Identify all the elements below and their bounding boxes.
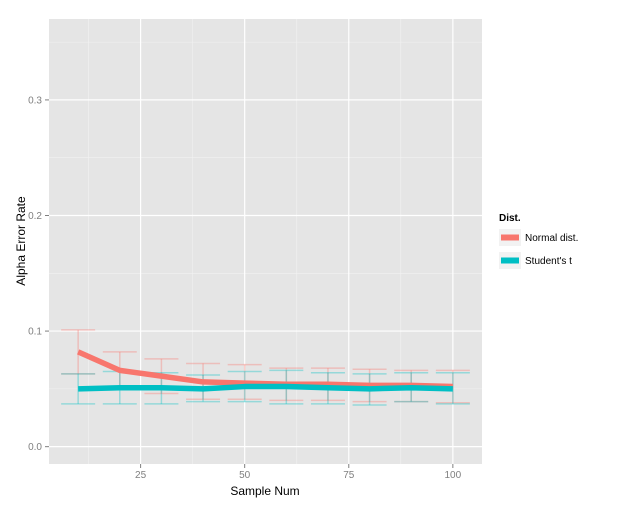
series-lines [77,349,453,392]
x-tick-label: 75 [343,470,355,481]
legend-label-student-t: Student's t [525,256,572,267]
x-tick-label: 25 [135,470,147,481]
legend: Dist. Normal dist. Student's t [499,213,578,269]
minor-gridlines [49,19,482,464]
y-tick-label: 0.2 [28,211,42,222]
legend-title: Dist. [499,213,521,224]
y-axis-title: Alpha Error Rate [14,196,28,286]
x-tick-label: 50 [239,470,251,481]
legend-label-normal-dist: Normal dist. [525,233,578,244]
series-line-normal-dist [77,349,453,390]
plot-panel [49,19,482,464]
y-tick-label: 0.1 [28,327,42,338]
x-axis-title: Sample Num [230,484,299,498]
series-line-student-t [78,383,453,392]
y-tick-label: 0.0 [28,442,42,453]
x-tick-label: 100 [445,470,462,481]
y-tick-label: 0.3 [28,95,42,106]
x-axis: 25 50 75 100 [135,464,462,481]
y-axis: 0.0 0.1 0.2 0.3 [28,95,49,453]
